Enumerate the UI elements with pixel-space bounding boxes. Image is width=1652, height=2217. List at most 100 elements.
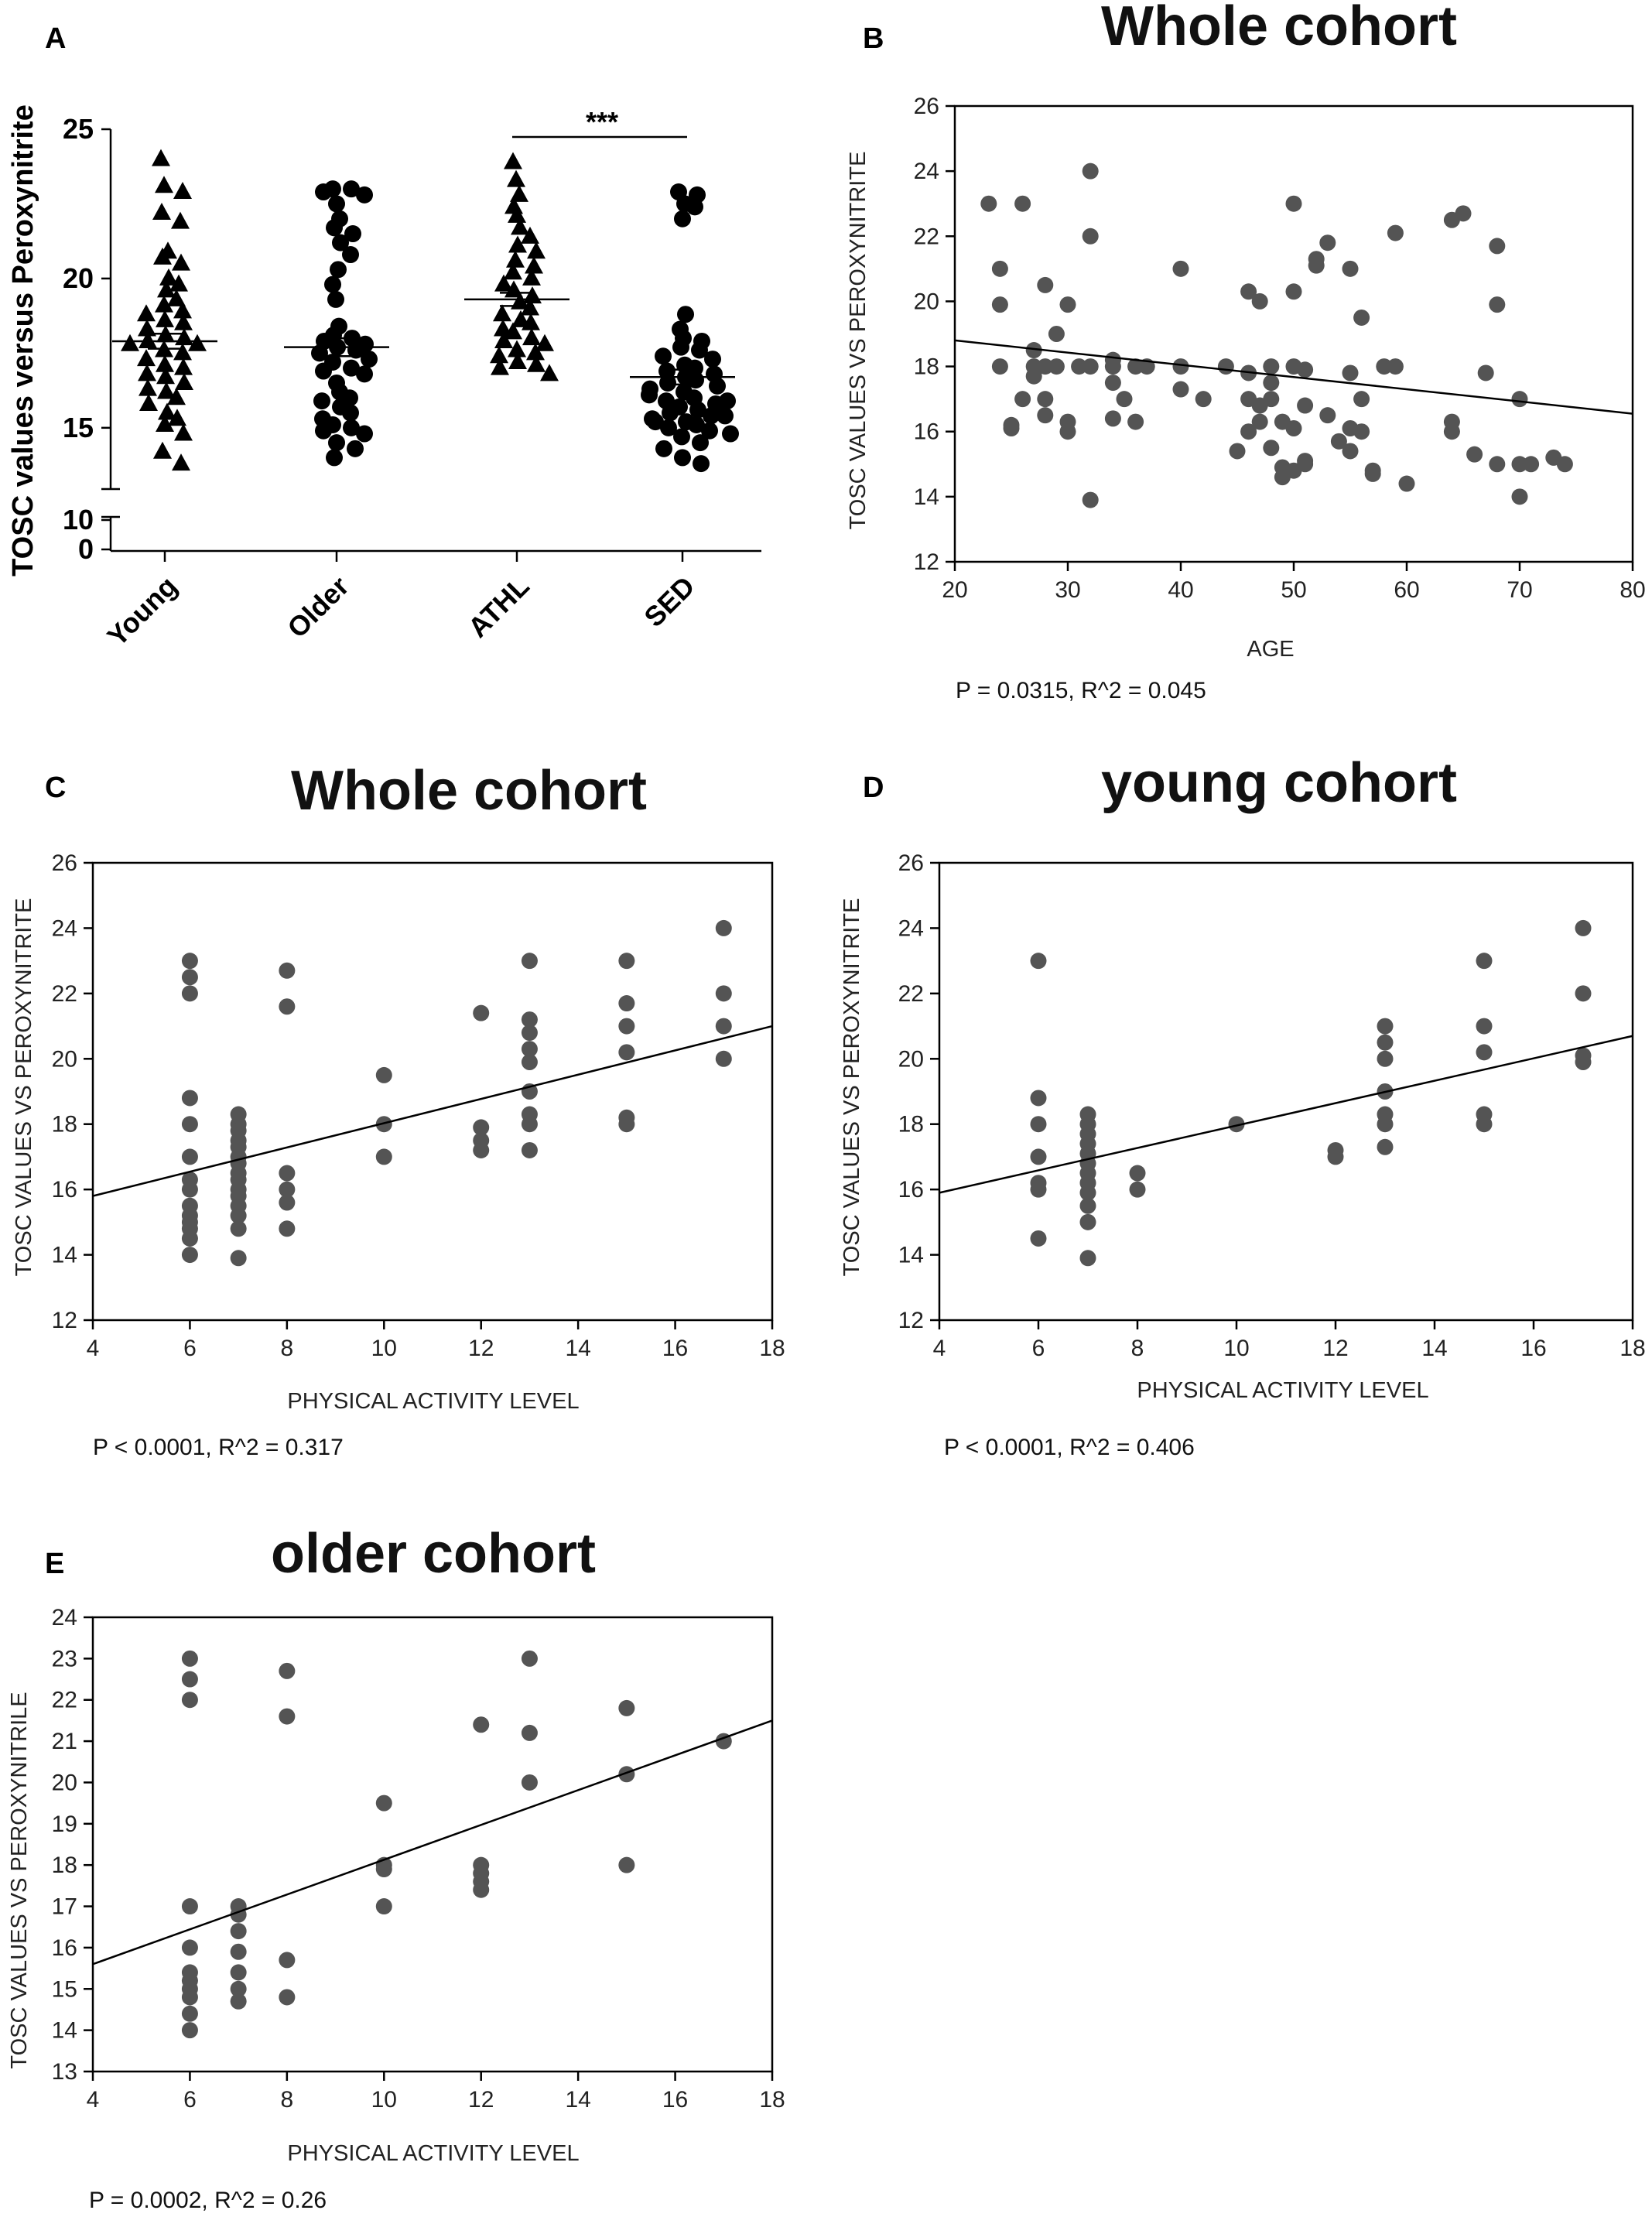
panel-a-athl-point [510, 184, 528, 202]
panel-b-data-point [1556, 456, 1573, 473]
panel-a-sed-point [703, 407, 720, 425]
panel-c-data-point [279, 1194, 296, 1211]
panel-a-young-point [155, 295, 173, 313]
panel-d-data-point [1377, 1116, 1394, 1133]
panel-a-older-point [332, 234, 349, 251]
panel-d-data-point [1030, 1230, 1047, 1247]
panel-a-athl-point [535, 334, 554, 351]
panel-b-data-point [1025, 368, 1042, 385]
panel-a-older-point [347, 341, 364, 359]
panel-c-data-point [279, 962, 296, 979]
panel-d-ytick-label: 20 [898, 1046, 924, 1072]
panel-c-xtick-label: 4 [87, 1336, 100, 1361]
panel-a-athl-point [511, 310, 530, 327]
panel-a-older-point [328, 195, 345, 213]
panel-d-xtick-label: 16 [1520, 1336, 1546, 1361]
panel-a-young-point [173, 343, 192, 361]
panel-a-young-point [175, 328, 193, 346]
panel-c-plot-frame [91, 861, 774, 1322]
panel-d-data-point [1377, 1034, 1394, 1051]
panel-a-young-point [152, 203, 171, 221]
panel-b-data-point [1353, 391, 1370, 408]
panel-c-data-point [521, 1041, 538, 1058]
panel-e-stat: P = 0.0002, R^2 = 0.26 [89, 2188, 327, 2213]
panel-c: C Whole cohort TOSC VALUES VS PEROXYNITR… [12, 760, 785, 1460]
panel-b-data-point [1489, 296, 1506, 313]
panel-c-data-point [181, 985, 198, 1002]
panel-a-sed-point [706, 365, 723, 383]
panel-c-ytick-label: 22 [52, 981, 77, 1007]
panel-b-data-point [1037, 358, 1054, 375]
panel-a-athl-point [523, 286, 542, 304]
panel-a-older-point [344, 225, 361, 243]
panel-c-data-point [473, 1141, 490, 1158]
panel-c-ytick-label: 20 [52, 1046, 77, 1072]
panel-a-young-point [172, 453, 190, 471]
panel-e-plot-frame [91, 1616, 774, 2073]
panel-a-older-point [356, 425, 373, 443]
panel-d-data-point [1327, 1148, 1344, 1165]
panel-b-data-point [1116, 391, 1133, 408]
panel-b-ytick-label: 18 [914, 354, 939, 380]
panel-c-data-point [181, 1247, 198, 1264]
panel-a-ylabel: TOSC values versus Peroxynitrite [7, 104, 39, 576]
panel-a-sed-point [689, 401, 706, 419]
panel-d-data-point [1079, 1213, 1096, 1230]
panel-b-ylabel: TOSC VALUES VS PEROXYNITRITE [846, 152, 870, 530]
panel-c-data-point [521, 1116, 538, 1133]
panel-e-data-point [521, 1650, 538, 1667]
panel-b-data-point [1229, 443, 1246, 460]
panel-c-data-point [181, 1090, 198, 1107]
panel-b-data-point [1342, 443, 1359, 460]
panel-a-older-point [361, 351, 378, 368]
panel-d-xtick-label: 12 [1322, 1336, 1348, 1361]
panel-e-data-point [230, 1980, 247, 1997]
panel-e-ytick-label: 13 [52, 2059, 77, 2085]
panel-a-older-point [347, 440, 364, 457]
panel-c-data-point [473, 1119, 490, 1136]
panel-a-young-point [188, 334, 207, 351]
panel-e-ytick-label: 24 [52, 1605, 77, 1630]
panel-e-xtick-label: 14 [565, 2087, 590, 2113]
panel-d-data-point [1377, 1018, 1394, 1035]
panel-b-data-point [1297, 456, 1314, 473]
panel-a-young-point [168, 409, 186, 426]
panel-e-data-point [279, 1662, 296, 1679]
panel-d-data-point [1079, 1197, 1096, 1214]
panel-e-regression-line [92, 1719, 773, 1966]
panel-a-older-point [326, 449, 343, 467]
panel-a-athl-point [522, 328, 541, 346]
panel-a-athl-point [493, 304, 511, 322]
panel-c-data-point [618, 995, 635, 1012]
panel-d-ytick-label: 12 [898, 1308, 924, 1333]
panel-a-young-point [173, 301, 192, 319]
panel-b-data-point [991, 296, 1008, 313]
panel-a-marks [112, 149, 739, 473]
panel-d-ytick-label: 16 [898, 1177, 924, 1203]
panel-e-ytick-label: 19 [52, 1812, 77, 1837]
panel-a-athl-point [494, 319, 512, 337]
panel-a-ytick-label: 10 [63, 504, 94, 535]
panel-a-young-point [157, 381, 176, 399]
panel-b-data-point [1172, 381, 1189, 398]
panel-c-regression-line [92, 1025, 773, 1197]
significance-label: *** [586, 106, 618, 138]
panel-e-data-point [181, 1939, 198, 1956]
panel-b-data-point [1059, 296, 1076, 313]
panel-letter-c: C [45, 772, 66, 804]
panel-a-athl-point [508, 351, 527, 369]
panel-c-data-point [521, 1054, 538, 1071]
panel-c-data-point [715, 985, 732, 1002]
panel-e-data-point [230, 1943, 247, 1960]
panel-b-data-point [1477, 364, 1494, 381]
panel-b-title: Whole cohort [1101, 0, 1457, 57]
panel-d-ytick-label: 24 [898, 915, 924, 941]
panel-b-data-point [1285, 420, 1302, 437]
panel-a-athl-point [504, 322, 522, 340]
panel-a-athl-point [521, 226, 539, 244]
panel-d-data-point [1030, 1148, 1047, 1165]
panel-a-young-point [152, 149, 170, 166]
panel-a-sed-point [655, 347, 672, 365]
panel-d-xtick-label: 10 [1223, 1336, 1249, 1361]
